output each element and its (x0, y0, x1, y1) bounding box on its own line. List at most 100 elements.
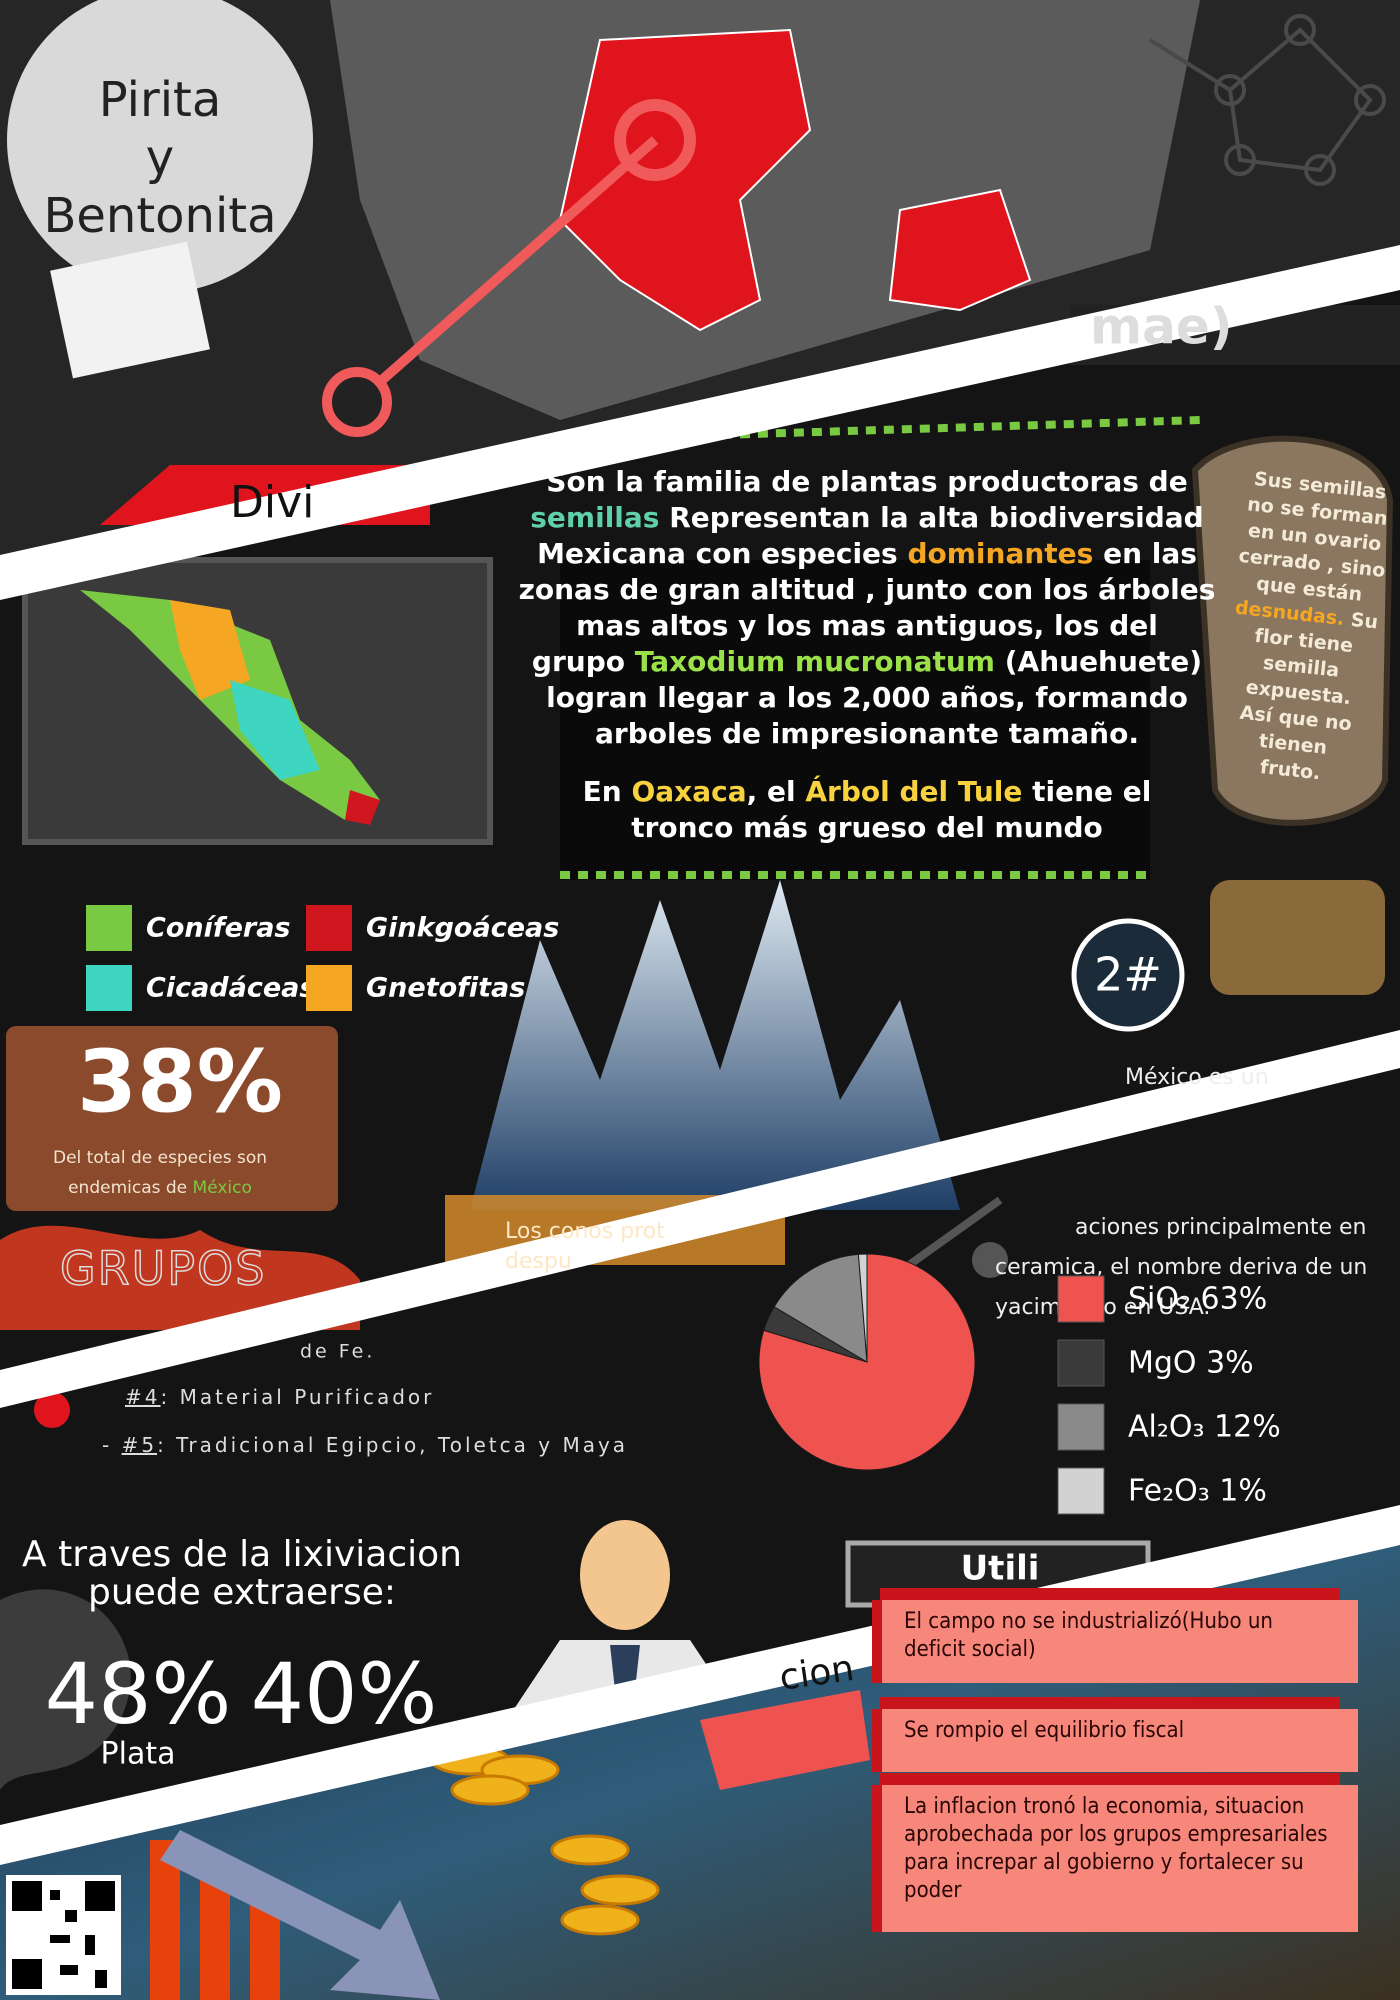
text-segment: Oaxaca (631, 775, 746, 808)
stat-caption: endemicas de México (68, 1178, 252, 1198)
mineral-cube (50, 241, 210, 379)
title-line: Pirita (99, 72, 222, 128)
map-region (888, 188, 1032, 312)
stat-value: 38% (77, 1032, 283, 1132)
consequence-line: deficit social) (904, 1637, 1036, 1662)
pie-legend-label: Fe₂O₃ 1% (1128, 1474, 1267, 1509)
uses-heading: Utili (961, 1549, 1040, 1589)
molecule (1148, 14, 1386, 186)
consequence-line: aprobechada por los grupos empresariales (904, 1822, 1328, 1847)
pointer-ring (614, 99, 696, 181)
text-segment: en las (1093, 537, 1197, 570)
logs (1210, 880, 1385, 995)
mexico-map-region (345, 790, 380, 825)
text-segment: Del total de especies son (53, 1148, 267, 1168)
pie-legend-label: SiO₂ 63% (1128, 1282, 1267, 1317)
text-segment: Mexicana con especies (537, 537, 907, 570)
coins (430, 1744, 660, 1936)
arrow (160, 1830, 440, 2000)
use-item: de Fe. (300, 1341, 375, 1363)
text-segment: (Ahuehuete) (995, 645, 1202, 678)
extraction-value: 48% (45, 1645, 232, 1743)
legend-swatch (306, 905, 352, 951)
use-number: #4 (125, 1385, 160, 1409)
rank-badge (1071, 918, 1185, 1032)
legend-swatch (1057, 1403, 1105, 1451)
use-text: : Material Purificador (160, 1385, 434, 1409)
mexico-map-region (170, 600, 250, 700)
consequence-edge (872, 1709, 882, 1772)
use-prefix: - (102, 1433, 122, 1457)
map-region (558, 28, 812, 332)
legend-label: Gnetofitas (366, 973, 525, 1004)
paragraph-line: tronco más grueso del mundo (631, 811, 1103, 844)
text-segment: semillas (530, 501, 659, 534)
cones-line: Los conos prot (505, 1219, 665, 1244)
tag-label: Divi (230, 477, 314, 528)
pie-legend-label: MgO 3% (1128, 1346, 1254, 1381)
legend-label: Coníferas (146, 913, 291, 944)
use-item: #4: Material Purificador (125, 1385, 434, 1409)
consequence-line: para increpar al gobierno y fortalecer s… (904, 1850, 1304, 1875)
consequence-line: poder (904, 1878, 962, 1903)
consequence-edge (872, 1785, 882, 1932)
paragraph-line: logran llegar a los 2,000 años, formando (546, 681, 1188, 714)
tag-ribbon (700, 1690, 870, 1790)
legend-swatch (1057, 1275, 1105, 1323)
text-segment: tiene el (1022, 775, 1151, 808)
extraction-label: Plata (101, 1737, 176, 1772)
consequence-line: El campo no se industrializó(Hubo un (904, 1609, 1273, 1634)
extraction-title: puede extraerse: (88, 1572, 396, 1613)
text-segment: logran llegar a los 2,000 años, formando (546, 681, 1188, 714)
map-land (330, 0, 1200, 420)
text-panel (560, 560, 1150, 880)
cones-line: despu (505, 1249, 572, 1274)
legend-label: Cicadáceas (146, 973, 315, 1004)
text-segment: dominantes (907, 537, 1093, 570)
groups-label: GRUPOS (60, 1242, 266, 1296)
pie-slice (773, 1253, 868, 1363)
consequence-bar (880, 1588, 1340, 1600)
use-item: - #5: Tradicional Egipcio, Toletca y May… (102, 1433, 628, 1457)
bullet-dot (34, 1392, 70, 1428)
consequence-box (880, 1785, 1358, 1932)
consequence-box (880, 1709, 1358, 1772)
stat-card (6, 1026, 338, 1211)
title-line: y (146, 130, 174, 186)
pie-legend-label: Al₂O₃ 12% (1128, 1410, 1281, 1445)
pointer-ring (322, 367, 392, 437)
seed-card (1191, 435, 1394, 826)
legend-swatch (1057, 1339, 1105, 1387)
bentonite-line: aciones principalmente en (1075, 1215, 1366, 1240)
person-tie (610, 1645, 640, 1690)
paragraph-line: semillas Representan la alta biodiversid… (530, 501, 1203, 534)
text-segment: mas altos y los mas antiguos, los del (576, 609, 1158, 642)
molecule-atom (972, 1242, 1008, 1278)
bentonite-line: México es un (1125, 1065, 1269, 1090)
consequence-box (880, 1600, 1358, 1683)
paragraph-line: Son la familia de plantas productoras de (546, 465, 1187, 498)
use-text: : Tradicional Egipcio, Toletca y Maya (157, 1433, 628, 1457)
text-segment: Representan la alta biodiversidad (659, 501, 1203, 534)
paragraph-line: Mexicana con especies dominantes en las (537, 537, 1197, 570)
consequence-bar (880, 1773, 1340, 1785)
corner-label: mae) (1090, 298, 1233, 356)
text-segment: En (583, 775, 632, 808)
consequence-bar (880, 1697, 1340, 1709)
consequence-edge (872, 1600, 882, 1683)
text-segment: zonas de gran altitud , junto con los ár… (519, 573, 1216, 606)
pointer-line (353, 136, 659, 406)
paragraph-line: arboles de impresionante tamaño. (595, 717, 1139, 750)
title-line: Bentonita (43, 188, 276, 244)
text-segment: Son la familia de plantas productoras de (546, 465, 1187, 498)
consequence-line: La inflacion tronó la economia, situacio… (904, 1794, 1304, 1819)
text-segment: Su (1343, 608, 1379, 633)
legend-swatch (86, 965, 132, 1011)
extraction-value: 40% (251, 1645, 438, 1743)
decor (0, 1589, 131, 1790)
use-number: #5 (122, 1433, 157, 1457)
text-segment: grupo (532, 645, 635, 678)
qr-pattern (12, 1881, 115, 1989)
legend-swatch (1057, 1467, 1105, 1515)
